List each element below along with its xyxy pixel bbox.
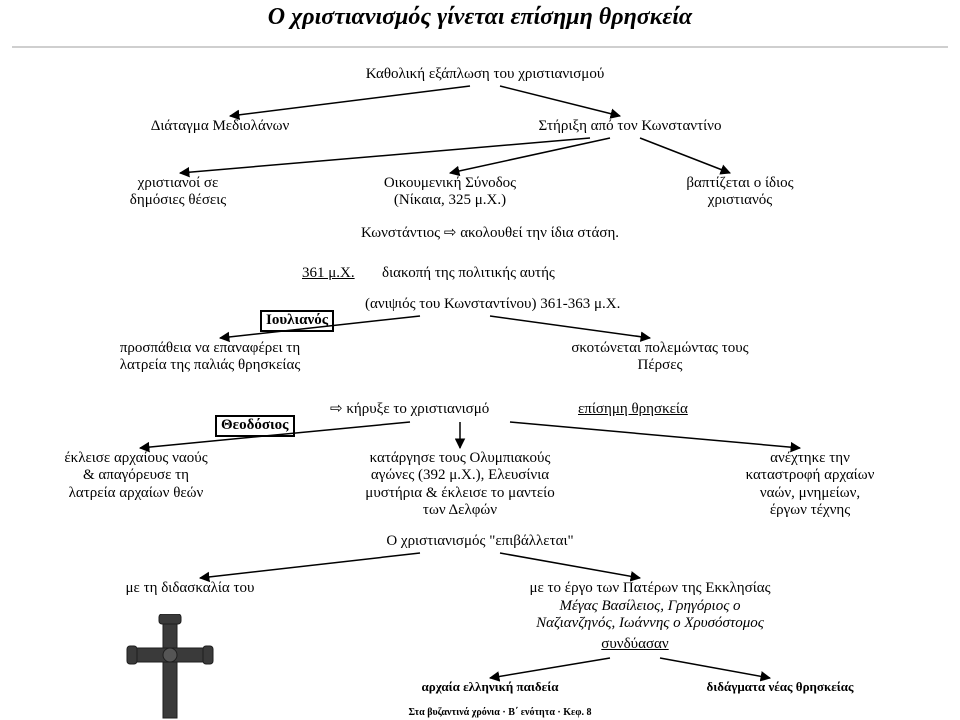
node-theo-a: έκλεισε αρχαίους ναούς & απαγόρευσε τη λ… [6,450,266,502]
cross-icon [125,614,215,720]
title-rule [12,46,948,48]
node-julian-b: σκοτώνεται πολεμώντας τους Πέρσες [490,340,830,375]
node-theo-b: κατάργησε τους Ολυμπιακούς αγώνες (392 μ… [300,450,620,519]
theodosius-box: Θεοδόσιος [215,415,295,436]
node-theo-end: επίσημη θρησκεία [578,401,768,418]
node-theo-mid: ⇨ κήρυξε το χριστιανισμό [330,401,580,418]
node-theo-name: Θεοδόσιος [215,398,325,437]
footer-caption: Στα βυζαντινά χρόνια · Β΄ ενότητα · Κεφ.… [320,707,680,718]
node-root: Καθολική εξάπλωση του χριστιανισμού [305,66,665,83]
node-fathers: με το έργο των Πατέρων της Εκκλησίας [440,580,860,597]
node-constantius: Κωνστάντιος ⇨ ακολουθεί την ίδια στάση. [240,225,740,242]
julian-box: Ιουλιανός [260,310,334,331]
page-title: Ο χριστιανισμός γίνεται επίσημη θρησκεία [0,4,960,31]
node-new-religion: διδάγματα νέας θρησκείας [640,680,920,695]
node-imposed: Ο χριστιανισμός "επιβάλλεται" [300,533,660,550]
node-fathers-names: Μέγας Βασίλειος, Γρηγόριος ο Ναζιανζηνός… [440,598,860,633]
node-teaching: με τη διδασκαλία του [60,580,320,597]
node-public: χριστιανοί σε δημόσιες θέσεις [78,175,278,210]
node-greek-edu: αρχαία ελληνική παιδεία [360,680,620,695]
node-council: Οικουμενική Σύνοδος (Νίκαια, 325 μ.Χ.) [330,175,570,210]
node-julian-name: Ιουλιανός [260,293,360,332]
node-break-year: 361 μ.Χ. [302,265,382,282]
node-edict: Διάταγμα Μεδιολάνων [100,118,340,135]
node-julian-a: προσπάθεια να επαναφέρει τη λατρεία της … [40,340,380,375]
node-break-rest: διακοπή της πολιτικής αυτής [382,265,682,282]
node-baptized: βαπτίζεται ο ίδιος χριστιανός [630,175,850,210]
node-theo-c: ανέχτηκε την καταστροφή αρχαίων ναών, μν… [680,450,940,519]
node-combined: συνδύασαν [565,636,705,653]
diagram-page: Ο χριστιανισμός γίνεται επίσημη θρησκεία… [0,0,960,720]
node-support: Στήριξη από τον Κωνσταντίνο [480,118,780,135]
node-julian-rest: (ανιψιός του Κωνσταντίνου) 361-363 μ.Χ. [365,296,725,313]
